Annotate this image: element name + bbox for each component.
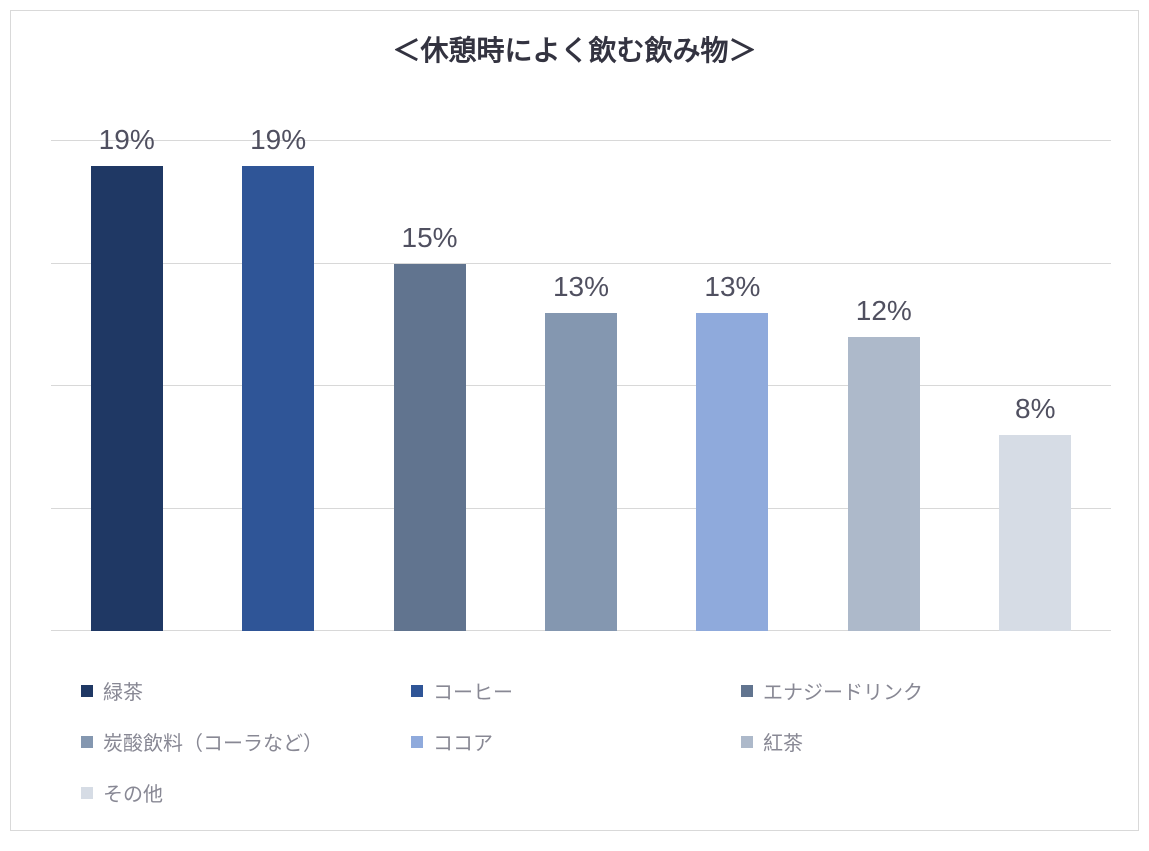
legend-swatch bbox=[411, 736, 423, 748]
chart-container: ＜休憩時によく飲む飲み物＞ 19% 19% 15% 13% 13% 12% 8% 緑茶 コーヒ… bbox=[10, 10, 1139, 831]
bar-slot: 13% bbox=[505, 141, 656, 631]
bar-slot: 13% bbox=[657, 141, 808, 631]
legend-swatch bbox=[741, 736, 753, 748]
chart-title: ＜休憩時によく飲む飲み物＞ bbox=[11, 29, 1138, 69]
bar: 15% bbox=[394, 264, 466, 632]
bar: 13% bbox=[545, 313, 617, 632]
bar-data-label: 12% bbox=[856, 295, 912, 327]
legend-swatch bbox=[81, 685, 93, 697]
bar: 8% bbox=[999, 435, 1071, 631]
legend-label: 紅茶 bbox=[763, 727, 803, 756]
bar-data-label: 8% bbox=[1015, 393, 1055, 425]
bar: 12% bbox=[848, 337, 920, 631]
bar-data-label: 19% bbox=[99, 124, 155, 156]
legend-swatch bbox=[741, 685, 753, 697]
legend-label: 炭酸飲料（コーラなど） bbox=[103, 727, 323, 756]
chart-legend: 緑茶 コーヒー エナジードリンク炭酸飲料（コーラなど） ココア 紅茶その他 bbox=[81, 676, 1101, 829]
legend-label: 緑茶 bbox=[103, 676, 143, 705]
bar-slot: 19% bbox=[51, 141, 202, 631]
bar: 13% bbox=[696, 313, 768, 632]
bar-data-label: 15% bbox=[402, 222, 458, 254]
legend-item: 紅茶 bbox=[741, 727, 1071, 756]
bar-slot: 19% bbox=[202, 141, 353, 631]
legend-item: エナジードリンク bbox=[741, 676, 1071, 705]
legend-swatch bbox=[81, 787, 93, 799]
legend-label: ココア bbox=[433, 727, 493, 756]
legend-label: コーヒー bbox=[433, 676, 513, 705]
legend-item: コーヒー bbox=[411, 676, 741, 705]
legend-item: その他 bbox=[81, 778, 411, 807]
bar-slot: 8% bbox=[960, 141, 1111, 631]
legend-item: 緑茶 bbox=[81, 676, 411, 705]
legend-swatch bbox=[81, 736, 93, 748]
chart-bars: 19% 19% 15% 13% 13% 12% 8% bbox=[51, 141, 1111, 631]
legend-label: その他 bbox=[103, 778, 163, 807]
bar-data-label: 13% bbox=[704, 271, 760, 303]
legend-item: ココア bbox=[411, 727, 741, 756]
bar-data-label: 13% bbox=[553, 271, 609, 303]
legend-item: 炭酸飲料（コーラなど） bbox=[81, 727, 411, 756]
bar-data-label: 19% bbox=[250, 124, 306, 156]
legend-label: エナジードリンク bbox=[763, 676, 923, 705]
chart-plot-area: 19% 19% 15% 13% 13% 12% 8% bbox=[51, 141, 1111, 631]
bar: 19% bbox=[91, 166, 163, 632]
bar: 19% bbox=[242, 166, 314, 632]
bar-slot: 12% bbox=[808, 141, 959, 631]
bar-slot: 15% bbox=[354, 141, 505, 631]
legend-swatch bbox=[411, 685, 423, 697]
